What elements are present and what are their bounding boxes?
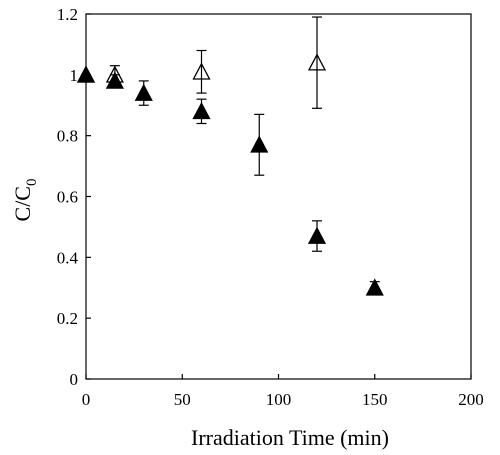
y-tick-label: 1 bbox=[70, 66, 79, 85]
x-tick-label: 100 bbox=[266, 390, 292, 409]
open-triangle-point bbox=[192, 62, 211, 80]
y-tick-label: 0.4 bbox=[57, 248, 79, 267]
y-axis-title: C/C0 bbox=[10, 179, 40, 222]
y-tick-label: 0.6 bbox=[57, 188, 78, 207]
x-tick-label: 0 bbox=[82, 390, 91, 409]
error-bars bbox=[109, 16, 380, 295]
filled-triangle-point bbox=[134, 83, 153, 101]
open-triangle-point bbox=[307, 53, 327, 71]
x-tick-label: 50 bbox=[174, 390, 191, 409]
y-tick-label: 1.2 bbox=[57, 5, 78, 24]
y-tick-label: 0.2 bbox=[57, 309, 78, 328]
filled-triangle-point bbox=[307, 226, 327, 244]
plot-frame bbox=[85, 13, 472, 380]
filled-triangle-point bbox=[192, 101, 211, 120]
y-axis-title-main: C/C bbox=[10, 186, 35, 221]
filled-triangle-point bbox=[365, 278, 384, 296]
x-axis-ticks: 0 50 100 150 200 bbox=[82, 374, 484, 409]
filled-triangle-point bbox=[250, 135, 269, 153]
y-tick-label: 0.8 bbox=[57, 127, 78, 146]
filled-triangle-point bbox=[76, 65, 96, 83]
filled-triangle-point bbox=[105, 71, 124, 89]
data-markers bbox=[76, 53, 384, 296]
y-axis-title-subscript: 0 bbox=[24, 179, 40, 187]
x-tick-label: 200 bbox=[458, 390, 484, 409]
x-tick-label: 150 bbox=[362, 390, 388, 409]
x-axis-title: Irradiation Time (min) bbox=[191, 425, 389, 450]
axes bbox=[85, 13, 472, 380]
y-tick-label: 0 bbox=[70, 370, 79, 389]
